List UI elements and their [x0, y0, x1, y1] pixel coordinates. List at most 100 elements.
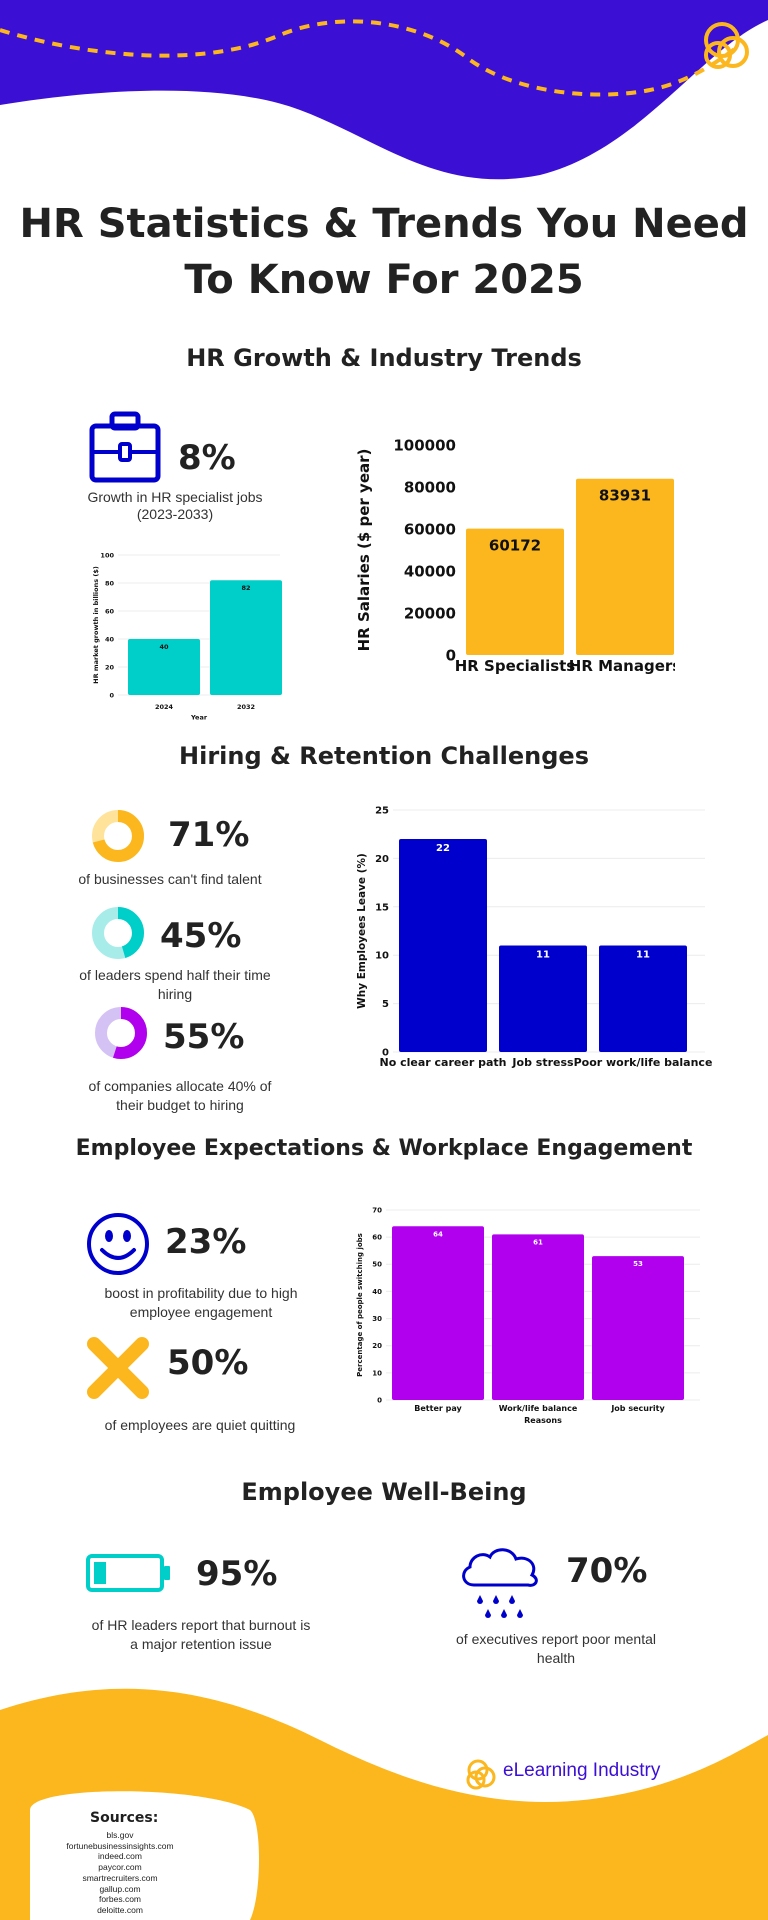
data-label: 40 — [159, 643, 169, 651]
y-tick-label: 30 — [372, 1315, 382, 1323]
data-label: 60172 — [489, 537, 541, 555]
y-tick-label: 0 — [382, 1048, 389, 1059]
wellbeing-stat-2-caption: of executives report poor mental health — [456, 1631, 656, 1666]
donut-icon — [92, 810, 144, 862]
low-battery-icon — [86, 1554, 170, 1592]
source-item: fortunebusinessinsights.com — [66, 1840, 174, 1851]
y-tick-label: 10 — [372, 1369, 382, 1377]
bar — [210, 580, 282, 695]
data-label: 82 — [241, 584, 250, 592]
brand-name: eLearning Industry — [503, 1760, 661, 1781]
x-tick-label: No clear career path — [380, 1056, 507, 1069]
source-item: bls.gov — [106, 1830, 134, 1840]
y-axis-label: Percentage of people switching jobs — [356, 1233, 364, 1377]
section-title-growth: HR Growth & Industry Trends — [186, 344, 582, 372]
top-wave — [0, 0, 768, 180]
y-tick-label: 40 — [372, 1288, 382, 1296]
y-tick-label: 80000 — [404, 478, 456, 496]
bar — [492, 1234, 584, 1400]
chart-why-employees-leave: 0 5 10 15 20 25 22 No clear career path 11 Job st… — [356, 806, 713, 1070]
x-tick-label: 2024 — [155, 703, 174, 711]
x-mark-icon — [87, 1337, 149, 1399]
growth-stat-value: 8% — [178, 438, 236, 478]
engagement-stat-1-caption: boost in profitability due to high emplo… — [104, 1285, 298, 1320]
data-label: 64 — [433, 1230, 443, 1238]
x-tick-label: 2032 — [237, 703, 255, 711]
wellbeing-stat-2-value: 70% — [566, 1551, 648, 1591]
sources-title: Sources: — [90, 1810, 159, 1826]
data-label: 83931 — [599, 487, 651, 505]
source-item: indeed.com — [98, 1851, 142, 1862]
sources-list: bls.gov fortunebusinessinsights.com indeed… — [40, 1830, 200, 1916]
y-tick-label: 20 — [105, 663, 115, 671]
engagement-stat-1-value: 23% — [165, 1222, 247, 1262]
brand-logo-icon — [466, 1759, 496, 1790]
donut-icon — [92, 907, 144, 959]
y-tick-label: 10 — [375, 951, 389, 962]
x-tick-label: HR Managers — [569, 657, 675, 675]
bar — [399, 839, 487, 1052]
x-tick-label: Better pay — [414, 1404, 462, 1413]
y-tick-label: 20 — [372, 1342, 382, 1350]
y-tick-label: 40000 — [404, 562, 456, 580]
hiring-stat-1-value: 71% — [168, 815, 250, 855]
data-label: 11 — [636, 950, 650, 961]
x-axis-label: Reasons — [524, 1416, 562, 1425]
y-tick-label: 60 — [105, 607, 115, 615]
x-tick-label: Work/life balance — [499, 1404, 578, 1413]
bar — [592, 1256, 684, 1400]
y-tick-label: 25 — [375, 806, 389, 817]
y-axis-label: Why Employees Leave (%) — [356, 853, 368, 1009]
y-tick-label: 100000 — [393, 436, 456, 454]
x-tick-label: Poor work/life balance — [574, 1056, 713, 1069]
wellbeing-stat-1-caption: of HR leaders report that burnout is a m… — [91, 1617, 311, 1652]
rain-cloud-icon — [462, 1548, 538, 1618]
engagement-stat-2-value: 50% — [167, 1343, 249, 1383]
x-tick-label: Job stress — [511, 1056, 574, 1069]
y-tick-label: 0 — [377, 1396, 382, 1404]
y-axis-label: HR Salaries ($ per year) — [355, 449, 373, 652]
section-title-hiring: Hiring & Retention Challenges — [179, 742, 589, 770]
chart-hr-market-growth: 0 20 40 60 80 100 40 2024 82 2032 HR market growth… — [92, 551, 282, 720]
data-label: 61 — [533, 1238, 543, 1246]
section-title-wellbeing: Employee Well-Being — [241, 1478, 527, 1506]
data-label: 11 — [536, 950, 550, 961]
bar — [576, 478, 674, 655]
chart-reasons-switching-jobs: 0 10 20 30 40 50 60 70 64 Better pay 61 Work/life b… — [356, 1206, 700, 1425]
engagement-stat-2-caption: of employees are quiet quitting — [104, 1417, 296, 1433]
source-item: deloitte.com — [97, 1904, 143, 1915]
y-tick-label: 0 — [446, 646, 456, 664]
y-tick-label: 70 — [372, 1206, 382, 1214]
hiring-stat-3-value: 55% — [163, 1017, 245, 1057]
y-tick-label: 20000 — [404, 604, 456, 622]
y-tick-label: 60000 — [404, 520, 456, 538]
briefcase-icon — [89, 411, 161, 483]
hiring-stat-2-caption: of leaders spend half their time hiring — [79, 967, 271, 1002]
y-tick-label: 0 — [109, 691, 114, 699]
bar — [128, 639, 200, 695]
x-tick-label: Job security — [610, 1404, 665, 1413]
y-tick-label: 80 — [105, 579, 115, 587]
bar — [499, 945, 587, 1052]
y-tick-label: 40 — [105, 635, 115, 643]
source-item: gallup.com — [99, 1883, 141, 1894]
hiring-stat-1-caption: of businesses can't find talent — [78, 871, 262, 887]
source-item: forbes.com — [98, 1894, 142, 1905]
data-label: 22 — [436, 843, 450, 854]
section-title-engagement: Employee Expectations & Workplace Engage… — [75, 1136, 693, 1161]
chart-hr-salaries: 0 20000 40000 60000 80000 100000 60172 HR Speci… — [355, 436, 675, 675]
y-tick-label: 60 — [372, 1234, 382, 1242]
smiley-icon — [87, 1213, 149, 1275]
y-tick-label: 20 — [375, 854, 389, 865]
growth-stat-caption: Growth in HR specialist jobs — [87, 489, 263, 505]
wellbeing-stat-1-value: 95% — [196, 1554, 278, 1594]
source-item: smartrecruiters.com — [82, 1872, 158, 1883]
y-axis-label: HR market growth in billions ($) — [92, 566, 100, 684]
page-title: HR Statistics & Trends You Need To Know … — [19, 201, 749, 303]
bottom-wave — [0, 1688, 768, 1920]
y-tick-label: 5 — [382, 999, 389, 1010]
x-tick-label: HR Specialists — [455, 657, 576, 675]
hiring-stat-2-value: 45% — [160, 916, 242, 956]
brand-logo-icon — [704, 22, 749, 69]
source-item: paycor.com — [98, 1862, 142, 1873]
